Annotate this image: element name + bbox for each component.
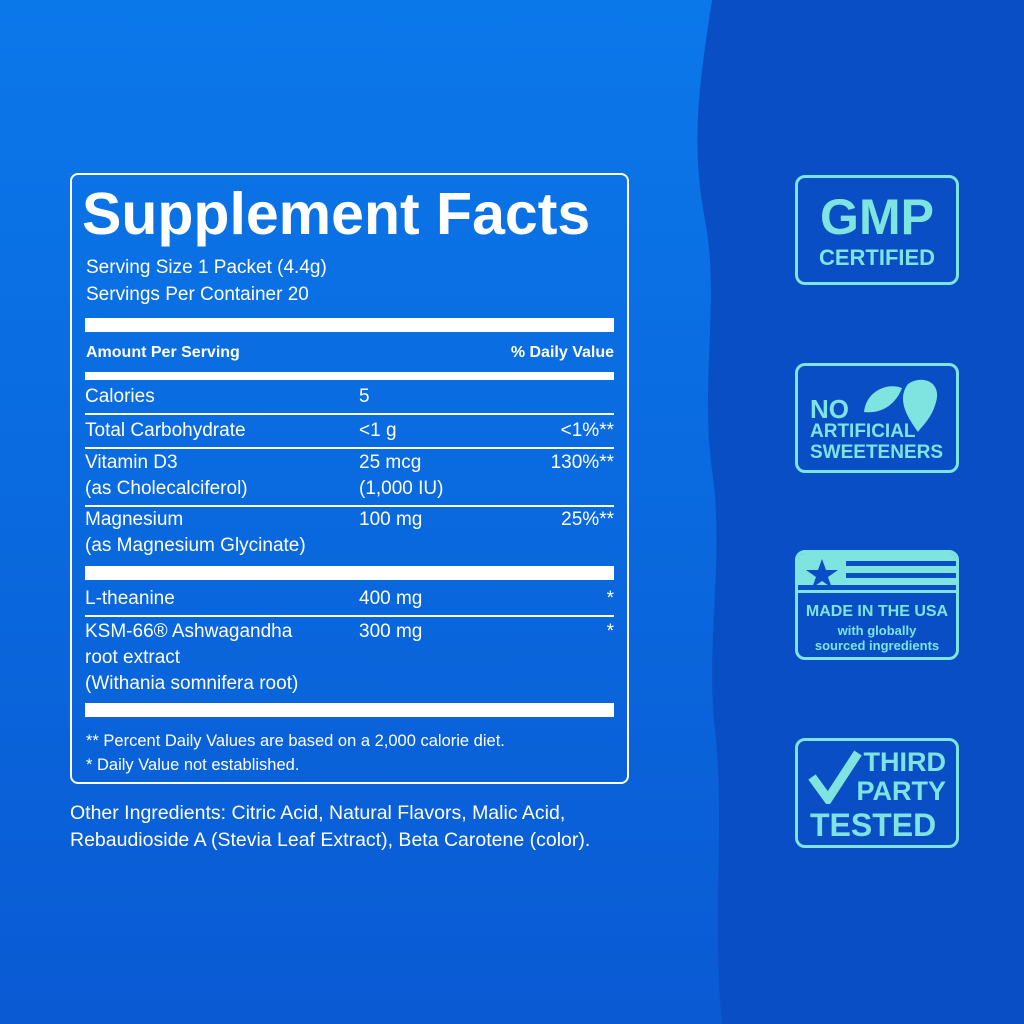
other-ingredients: Other Ingredients: Citric Acid, Natural … <box>70 802 566 824</box>
badge-usa: MADE IN THE USA with globally sourced in… <box>795 550 959 660</box>
badge-text: with globally <box>837 623 917 638</box>
thick-rule <box>85 703 614 717</box>
thick-rule <box>85 318 614 332</box>
thin-rule <box>85 615 614 617</box>
thin-rule <box>85 505 614 507</box>
badge-text: sourced ingredients <box>814 638 940 653</box>
badge-no-artificial: NO ARTIFICIAL SWEETENERS <box>795 363 959 473</box>
serving-size: Serving Size 1 Packet (4.4g) <box>86 257 327 278</box>
nutrient-amount: 25 mcg <box>359 452 422 473</box>
nutrient-name: (Withania somnifera root) <box>85 673 299 694</box>
nutrient-amount: (1,000 IU) <box>359 478 444 499</box>
badge-text: SWEETENERS <box>810 442 944 463</box>
badge-third-party: THIRD PARTY TESTED <box>795 738 959 848</box>
nutrient-name: (as Magnesium Glycinate) <box>85 535 306 556</box>
nutrient-amount: 100 mg <box>359 509 423 530</box>
nutrient-amount: 5 <box>359 386 370 407</box>
check-icon <box>808 750 862 804</box>
nutrient-name: Total Carbohydrate <box>85 420 246 441</box>
badge-gmp: GMP CERTIFIED <box>795 175 959 285</box>
daily-value: * <box>606 621 614 642</box>
leaf-icon <box>864 379 938 432</box>
badge-text: THIRD <box>863 747 947 777</box>
thin-rule <box>85 413 614 415</box>
nutrient-name: Magnesium <box>85 509 184 530</box>
nutrient-name: Calories <box>85 386 155 407</box>
footnote: ** Percent Daily Values are based on a 2… <box>86 732 505 750</box>
daily-value: 130%** <box>550 452 614 473</box>
daily-value: * <box>606 588 614 609</box>
nutrient-name: L-theanine <box>85 588 175 609</box>
badge-text: PARTY <box>856 776 946 806</box>
nutrient-name: KSM-66® Ashwagandha <box>85 621 293 642</box>
facts-panel <box>70 173 629 784</box>
daily-value: <1%** <box>560 420 614 441</box>
badge-text: GMP <box>820 189 934 245</box>
badge-text: TESTED <box>810 807 937 843</box>
panel-title: Supplement Facts <box>82 181 591 247</box>
header-amount: Amount Per Serving <box>86 344 240 361</box>
nutrient-amount: <1 g <box>359 420 397 441</box>
nutrient-name: (as Cholecalciferol) <box>85 478 248 499</box>
nutrient-amount: 300 mg <box>359 621 423 642</box>
thin-rule <box>85 447 614 449</box>
thick-rule <box>85 566 614 580</box>
badge-text: NO <box>810 394 849 424</box>
nutrient-name: Vitamin D3 <box>85 452 178 473</box>
daily-value: 25%** <box>561 509 614 530</box>
medium-rule <box>85 372 614 380</box>
nutrient-name: root extract <box>85 647 181 668</box>
header-daily-value: % Daily Value <box>510 344 614 361</box>
flag-icon <box>798 553 956 593</box>
nutrient-amount: 400 mg <box>359 588 423 609</box>
badge-text: ARTIFICIAL <box>810 421 916 442</box>
badge-text: CERTIFIED <box>818 245 936 270</box>
footnote: * Daily Value not established. <box>86 756 300 774</box>
servings-per-container: Servings Per Container 20 <box>86 284 309 305</box>
badge-text: MADE IN THE USA <box>805 603 949 620</box>
other-ingredients: Rebaudioside A (Stevia Leaf Extract), Be… <box>70 829 591 851</box>
